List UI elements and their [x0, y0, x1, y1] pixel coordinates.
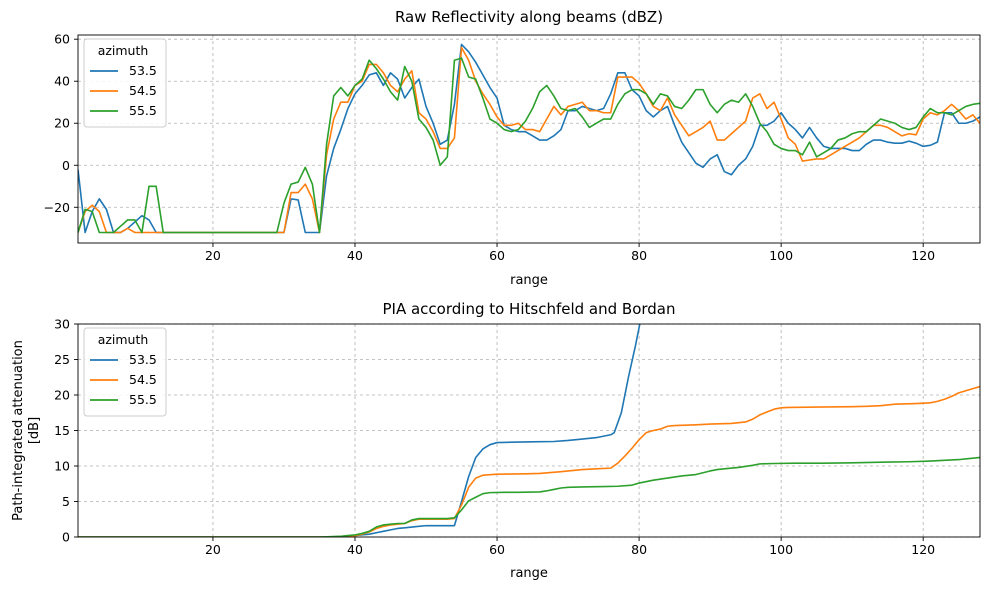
x-tick-label: 100	[769, 248, 793, 263]
chart-title: Raw Reflectivity along beams (dBZ)	[395, 8, 663, 26]
y-tick-label: 30	[54, 317, 70, 332]
legend-entry-55.5: 55.5	[129, 103, 157, 118]
chart-title: PIA according to Hitschfeld and Bordan	[382, 300, 675, 318]
legend-entry-53.5: 53.5	[129, 63, 157, 78]
series-line-55.5	[78, 57, 980, 234]
legend-entry-54.5: 54.5	[129, 372, 157, 387]
x-tick-label: 120	[911, 248, 935, 263]
y-tick-label: 20	[54, 388, 70, 403]
y-tick-label: 25	[54, 352, 70, 367]
x-tick-label: 60	[489, 248, 505, 263]
y-tick-label: 20	[54, 116, 70, 131]
x-axis-label: range	[510, 566, 548, 581]
series-line-53.5	[78, 43, 980, 234]
y-tick-label: 0	[62, 158, 70, 173]
x-tick-label: 100	[769, 542, 793, 557]
series-line-55.5	[78, 456, 980, 537]
chart-pia: 20 40 60 80 100 120 0 5 10 15 20 25 30 PIA according …	[11, 300, 981, 581]
y-tick-label: 15	[54, 423, 70, 438]
legend: azimuth 53.5 54.5 55.5	[83, 38, 167, 128]
series-line-54.5	[78, 385, 980, 537]
x-tick-label: 40	[347, 542, 363, 557]
legend-box	[83, 38, 167, 128]
x-tick-label: 20	[205, 248, 221, 263]
chart-reflectivity: 20 40 60 80 100 120 −20 0 20 40 60 Raw Reflectivity…	[44, 8, 981, 288]
x-axis-label: range	[510, 273, 548, 288]
legend-entry-55.5: 55.5	[129, 392, 157, 407]
series-group	[78, 43, 980, 234]
axes-frame	[77, 34, 981, 244]
legend-title: azimuth	[98, 332, 149, 347]
y-tick-label: 10	[54, 459, 70, 474]
y-tick-label: 0	[62, 530, 70, 545]
y-tick-label: −20	[44, 200, 70, 215]
x-tick-label: 60	[489, 542, 505, 557]
y-tick-label: 60	[54, 32, 70, 47]
series-line-54.5	[78, 46, 980, 234]
x-tick-label: 20	[205, 542, 221, 557]
x-tick-label: 120	[911, 542, 935, 557]
legend-box	[83, 327, 167, 417]
y-tick-label: 40	[54, 74, 70, 89]
x-tick-label: 80	[631, 248, 647, 263]
x-tick-label: 40	[347, 248, 363, 263]
legend: azimuth 53.5 54.5 55.5	[83, 327, 167, 417]
y-axis-label: Path-integrated attenuation[dB]	[11, 340, 42, 521]
x-tick-label: 80	[631, 542, 647, 557]
series-line-53.5	[78, 324, 641, 537]
legend-entry-53.5: 53.5	[129, 352, 157, 367]
legend-entry-54.5: 54.5	[129, 83, 157, 98]
legend-title: azimuth	[98, 43, 149, 58]
series-group	[78, 324, 980, 537]
y-tick-label: 5	[62, 494, 70, 509]
